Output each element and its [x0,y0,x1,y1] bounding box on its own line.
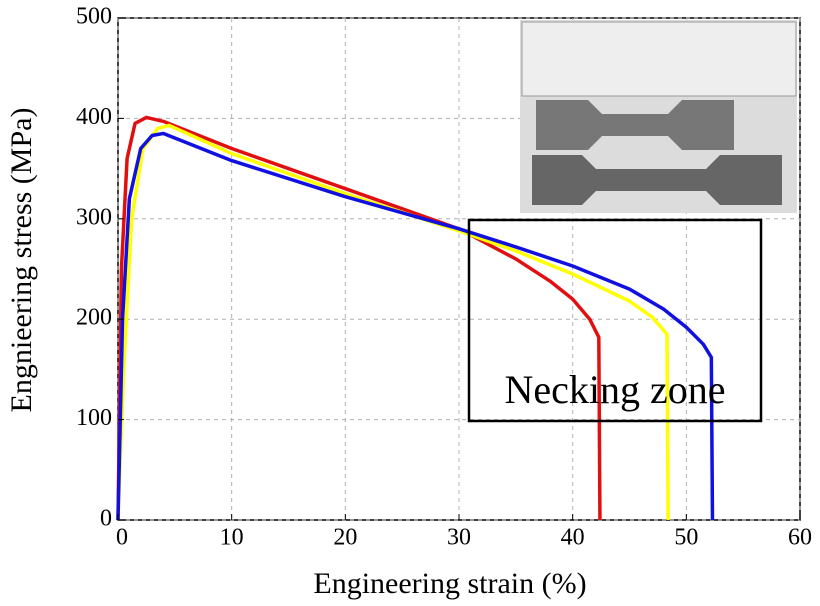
y-tick-label: 400 [76,104,112,130]
lines [116,115,715,521]
necking-box [467,218,763,423]
data-line [116,115,602,521]
annotation: Necking zone [504,367,725,412]
x-tick-label: 10 [220,525,244,551]
y-tick-label: 300 [76,204,112,230]
x-tick-label: 20 [333,525,357,551]
photo-inset [520,20,797,213]
x-axis-label: Engineering strain (%) [313,567,586,600]
data-line [116,131,715,521]
y-tick-label: 0 [100,506,112,532]
x-tick-label: 60 [788,525,812,551]
y-tick-label: 100 [76,405,112,431]
ruler [521,21,797,97]
y-axis-label: Engnieering stress (MPa) [5,108,38,413]
y-tick-label: 500 [76,4,112,30]
specimen [532,155,782,205]
x-tick-label: 0 [116,525,128,551]
x-tick-label: 40 [561,525,585,551]
y-tick-label: 200 [76,305,112,331]
specimen [536,100,734,150]
x-tick-label: 30 [447,525,471,551]
x-tick-label: 50 [674,525,698,551]
